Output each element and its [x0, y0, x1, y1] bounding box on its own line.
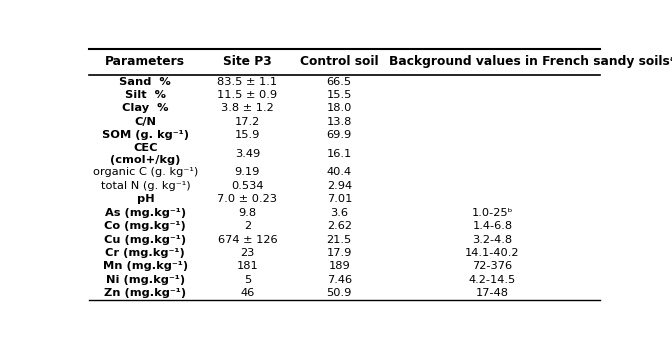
Text: 72-376: 72-376 — [472, 261, 513, 271]
Text: organic C (g. kg⁻¹): organic C (g. kg⁻¹) — [93, 167, 198, 177]
Text: 15.9: 15.9 — [235, 130, 260, 140]
Text: 50.9: 50.9 — [327, 288, 352, 298]
Text: Cu (mg.kg⁻¹): Cu (mg.kg⁻¹) — [104, 235, 186, 244]
Text: 3.2-4.8: 3.2-4.8 — [472, 235, 513, 244]
Text: Zn (mg.kg⁻¹): Zn (mg.kg⁻¹) — [104, 288, 186, 298]
Text: Cr (mg.kg⁻¹): Cr (mg.kg⁻¹) — [106, 248, 185, 258]
Text: 17.9: 17.9 — [327, 248, 352, 258]
Text: C/N: C/N — [134, 117, 157, 127]
Text: 674 ± 126: 674 ± 126 — [218, 235, 278, 244]
Text: 0.534: 0.534 — [231, 181, 263, 191]
Text: 23: 23 — [240, 248, 255, 258]
Text: 5: 5 — [244, 275, 251, 285]
Text: 15.5: 15.5 — [327, 90, 352, 100]
Text: 3.6: 3.6 — [331, 208, 348, 218]
Text: 181: 181 — [237, 261, 258, 271]
Text: 2.62: 2.62 — [327, 221, 352, 231]
Text: As (mg.kg⁻¹): As (mg.kg⁻¹) — [105, 208, 186, 218]
Text: 69.9: 69.9 — [327, 130, 352, 140]
Text: 7.01: 7.01 — [327, 194, 352, 204]
Text: 2.94: 2.94 — [327, 181, 352, 191]
Text: Background values in French sandy soilsᵃ: Background values in French sandy soilsᵃ — [389, 55, 672, 68]
Text: CEC
(cmol+/kg): CEC (cmol+/kg) — [110, 143, 181, 165]
Text: 7.46: 7.46 — [327, 275, 352, 285]
Text: 3.49: 3.49 — [235, 149, 260, 159]
Text: Co (mg.kg⁻¹): Co (mg.kg⁻¹) — [104, 221, 186, 231]
Text: 7.0 ± 0.23: 7.0 ± 0.23 — [218, 194, 278, 204]
Text: Parameters: Parameters — [106, 55, 185, 68]
Text: Sand  %: Sand % — [120, 76, 171, 87]
Text: 17.2: 17.2 — [235, 117, 260, 127]
Text: 11.5 ± 0.9: 11.5 ± 0.9 — [217, 90, 278, 100]
Text: pH: pH — [136, 194, 154, 204]
Text: 189: 189 — [329, 261, 350, 271]
Text: 46: 46 — [241, 288, 255, 298]
Text: 21.5: 21.5 — [327, 235, 352, 244]
Text: 13.8: 13.8 — [327, 117, 352, 127]
Text: 9.8: 9.8 — [239, 208, 257, 218]
Text: 66.5: 66.5 — [327, 76, 352, 87]
Text: Control soil: Control soil — [300, 55, 378, 68]
Text: Ni (mg.kg⁻¹): Ni (mg.kg⁻¹) — [106, 275, 185, 285]
Text: Mn (mg.kg⁻¹): Mn (mg.kg⁻¹) — [103, 261, 188, 271]
Text: Silt  %: Silt % — [125, 90, 166, 100]
Text: 1.0-25ᵇ: 1.0-25ᵇ — [472, 208, 513, 218]
Text: 16.1: 16.1 — [327, 149, 352, 159]
Text: 2: 2 — [244, 221, 251, 231]
Text: SOM (g. kg⁻¹): SOM (g. kg⁻¹) — [102, 130, 189, 140]
Text: 1.4-6.8: 1.4-6.8 — [472, 221, 513, 231]
Text: 40.4: 40.4 — [327, 167, 352, 177]
Text: 18.0: 18.0 — [327, 103, 352, 114]
Text: 17-48: 17-48 — [476, 288, 509, 298]
Text: Site P3: Site P3 — [223, 55, 271, 68]
Text: 4.2-14.5: 4.2-14.5 — [469, 275, 516, 285]
Text: Clay  %: Clay % — [122, 103, 169, 114]
Text: 3.8 ± 1.2: 3.8 ± 1.2 — [221, 103, 274, 114]
Text: 14.1-40.2: 14.1-40.2 — [465, 248, 519, 258]
Text: 9.19: 9.19 — [235, 167, 260, 177]
Text: total N (g. kg⁻¹): total N (g. kg⁻¹) — [101, 181, 190, 191]
Text: 83.5 ± 1.1: 83.5 ± 1.1 — [217, 76, 278, 87]
